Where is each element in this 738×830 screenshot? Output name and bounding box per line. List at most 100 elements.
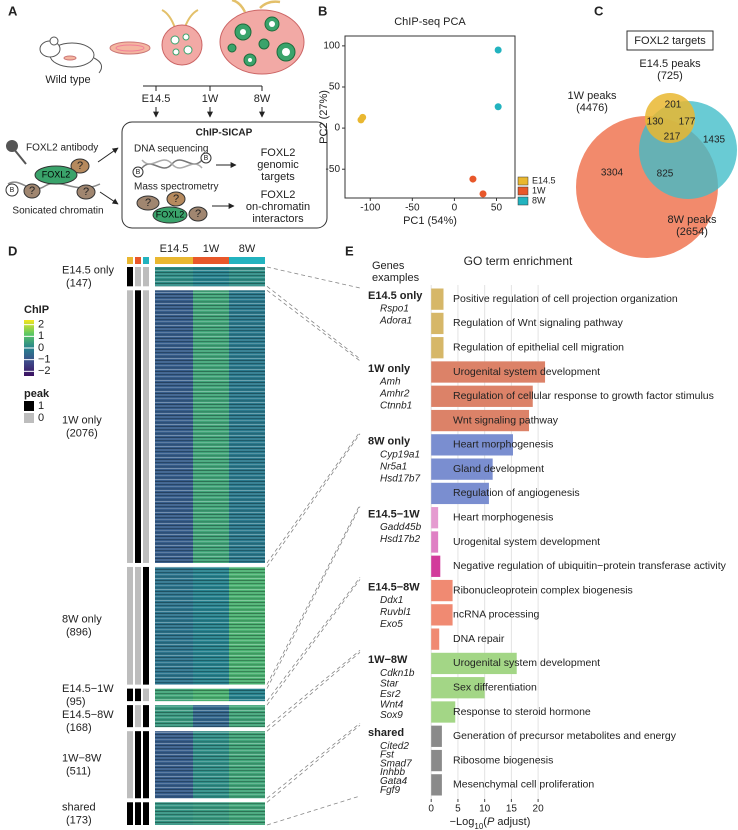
category-label: Wnt signaling pathway: [453, 414, 559, 426]
category-label: Regulation of epithelial cell migration: [453, 341, 624, 353]
title-box: [626, 30, 714, 51]
region-count: 130: [647, 117, 664, 128]
unknown-label: ?: [145, 197, 151, 209]
method-box: [121, 121, 328, 229]
connector: [266, 431, 361, 564]
heatmap-cell: [229, 802, 265, 825]
bead-label: B: [136, 169, 141, 176]
gene-label: Rspo1: [380, 304, 409, 315]
group-label: shared: [62, 802, 96, 814]
unknown-label: ?: [83, 186, 89, 198]
point: [479, 190, 487, 198]
peak-cell: [135, 731, 141, 799]
region-count: 1435: [703, 135, 726, 146]
x-tick-label: -50: [405, 203, 420, 214]
colorbar-tick-label: −1: [38, 354, 51, 366]
category-label: Negative regulation of ubiquitin−protein…: [453, 560, 727, 572]
bar: [431, 652, 517, 675]
group-label: 8W only: [368, 436, 411, 448]
peak-cell: [135, 267, 141, 287]
heatmap-cell: [229, 267, 265, 287]
peak-cell: [135, 688, 141, 702]
chromatin-icon: [5, 158, 101, 200]
gene-label: Amhr2: [379, 388, 410, 399]
heatmap-cell: [193, 290, 229, 563]
label: interactors: [252, 213, 304, 225]
label: targets: [261, 171, 295, 183]
peak-cell: [127, 802, 133, 825]
point: [469, 175, 477, 183]
category-label: Regulation of cellular response to growt…: [453, 390, 714, 402]
bar: [431, 628, 440, 650]
bead-label: B: [10, 187, 15, 194]
colorbar-tick-label: 0: [38, 342, 44, 354]
colorbar-tick-label: −2: [38, 365, 51, 377]
gene-label: Nr5a1: [380, 461, 407, 472]
connector: [266, 504, 361, 685]
category-label: Urogenital system development: [453, 657, 600, 669]
gene-label: Inhbb: [380, 767, 405, 778]
method-title: ChIP-SICAP: [196, 128, 253, 139]
x-axis-title-part: P: [487, 816, 495, 828]
group-label: E14.5−8W: [368, 581, 420, 593]
x-axis-title: −Log10(P adjust): [450, 816, 531, 830]
y-axis-title: PC2 (27%): [318, 90, 330, 144]
panel-letter: D: [8, 243, 17, 258]
label: FOXL2: [261, 147, 296, 159]
category-label: Mesenchymal cell proliferation: [453, 779, 594, 791]
heatmap-cell: [193, 731, 229, 799]
connector: [266, 266, 361, 289]
bar: [431, 434, 513, 456]
legend-label: 0: [38, 412, 44, 424]
bar: [431, 579, 453, 602]
x-tick-label: 0: [428, 804, 434, 815]
antibody-icon: [6, 140, 27, 165]
label: Wild type: [45, 74, 90, 86]
gene-label: Ddx1: [380, 595, 403, 606]
group-label: E14.5−1W: [368, 508, 420, 520]
peak-cell: [143, 731, 149, 799]
column-color: [135, 257, 141, 264]
stage-label: E14.5: [142, 93, 171, 105]
bar: [431, 555, 441, 577]
group-count: (147): [66, 278, 92, 290]
y-tick-label: 50: [329, 82, 341, 93]
arrow: [99, 191, 119, 205]
bar: [431, 701, 456, 723]
gene-label: Fgf9: [380, 785, 400, 796]
unknown-label: ?: [77, 160, 83, 172]
column-color: [127, 257, 133, 264]
x-tick-label: -100: [360, 203, 380, 214]
category-label: Response to steroid hormone: [453, 706, 591, 718]
stage-label: 8W: [254, 93, 271, 105]
chart-title: GO term enrichment: [464, 254, 573, 268]
peak-cell: [143, 290, 149, 563]
gene-label: Adora1: [379, 316, 412, 327]
category-label: Urogenital system development: [453, 536, 600, 548]
heatmap-cell: [229, 731, 265, 799]
unknown-label: ?: [195, 208, 201, 220]
bead-icon: [200, 152, 212, 164]
x-axis-title-part: adjust): [494, 816, 530, 828]
group-label: 1W−8W: [62, 753, 102, 765]
peak-cell: [127, 267, 133, 287]
label: DNA sequencing: [134, 144, 209, 155]
bar: [431, 482, 489, 505]
gene-label: Cited2: [380, 741, 409, 752]
group-label: 1W only: [62, 415, 102, 427]
heatmap-cell: [155, 290, 193, 563]
label: FOXL2: [261, 189, 296, 201]
heatmap-cell: [193, 688, 229, 702]
column-color: [155, 257, 193, 264]
protein-label: FOXL2: [42, 169, 71, 179]
x-axis-title: PC1 (54%): [403, 215, 457, 227]
set-count: (2654): [676, 226, 708, 238]
region-count: 3304: [601, 168, 624, 179]
connector: [266, 506, 361, 689]
region-count: 201: [665, 100, 682, 111]
bead-icon: [132, 166, 144, 178]
bar: [431, 531, 439, 553]
set-label: 1W peaks: [568, 90, 617, 102]
set-count: (725): [657, 70, 683, 82]
